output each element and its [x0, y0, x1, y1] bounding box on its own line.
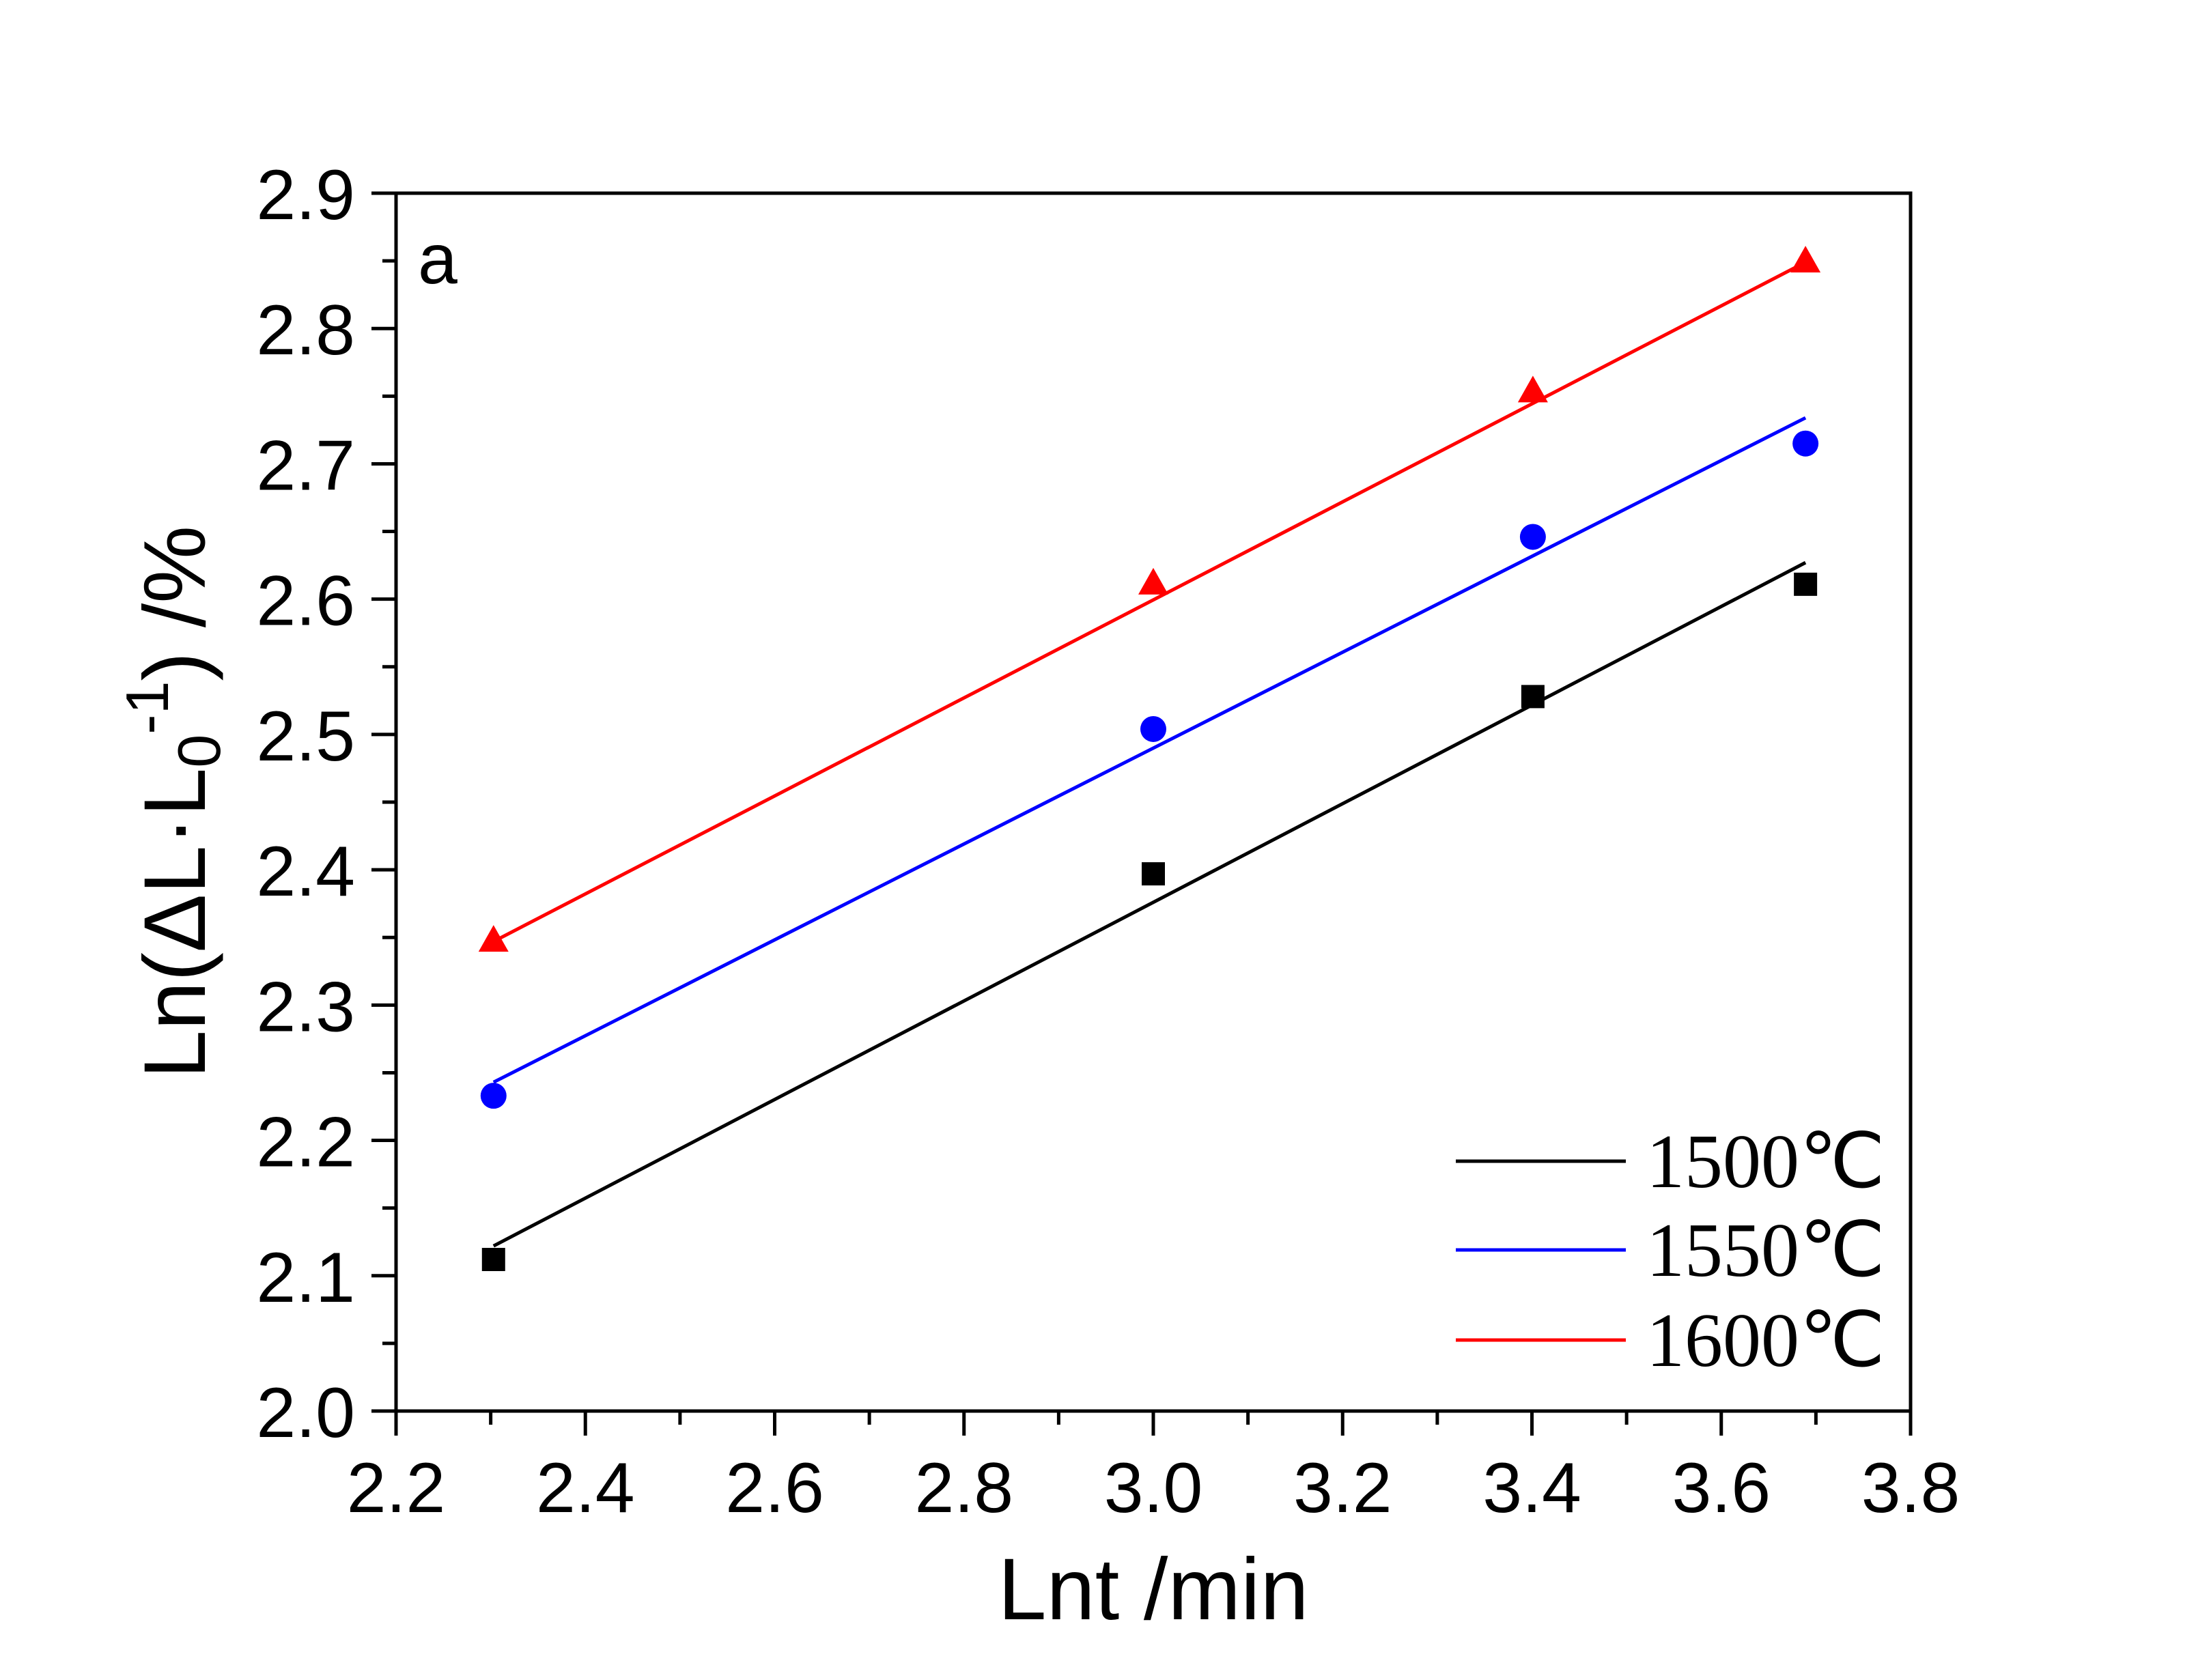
y-tick-label: 2.1: [256, 1238, 355, 1318]
y-tick-label: 2.9: [256, 156, 355, 235]
plot-frame: [394, 191, 1913, 1413]
fit-line: [492, 416, 1807, 1084]
y-tick-label: 2.2: [256, 1103, 355, 1182]
circle-marker: [1519, 524, 1546, 550]
circle-marker: [1792, 430, 1819, 457]
x-tick-label: 2.6: [725, 1449, 824, 1528]
y-tick-label: 2.6: [256, 562, 355, 641]
circle-marker: [480, 1083, 507, 1109]
triangle-marker: [478, 925, 509, 952]
ticks-layer: 2.2 2.4 2.6 2.8 3.0 3.2 3.4 3.6 3.8 2.0 2.1 2.2 2.3 2…: [256, 156, 1960, 1528]
x-axis-title: Lnt /min: [998, 1541, 1308, 1638]
x-tick-label: 2.8: [914, 1449, 1013, 1528]
triangle-marker: [1138, 567, 1168, 595]
y-tick-label: 2.0: [256, 1373, 355, 1453]
legend-label: 1550℃: [1646, 1208, 1885, 1293]
x-tick-label: 2.2: [347, 1449, 446, 1528]
y-tick-label: 2.4: [256, 832, 355, 911]
panel-label: a: [418, 220, 458, 299]
legend-label: 1600℃: [1646, 1298, 1885, 1383]
square-marker: [481, 1247, 505, 1271]
x-tick-label: 3.0: [1104, 1449, 1203, 1528]
circle-marker: [1140, 715, 1166, 742]
fit-line: [492, 260, 1807, 943]
y-tick-label: 2.3: [256, 967, 355, 1047]
y-tick-label: 2.8: [256, 291, 355, 370]
square-marker: [1794, 572, 1818, 596]
legend-label: 1500℃: [1646, 1120, 1885, 1204]
x-tick-label: 3.8: [1861, 1449, 1960, 1528]
y-tick-label: 2.5: [256, 697, 355, 776]
triangle-marker: [1790, 246, 1821, 273]
x-tick-label: 3.6: [1672, 1449, 1771, 1528]
y-tick-label: 2.7: [256, 426, 355, 505]
square-marker: [1521, 685, 1545, 709]
fit-lines: [492, 260, 1807, 1248]
data-points: [478, 246, 1821, 1271]
fit-line: [492, 560, 1807, 1248]
x-tick-label: 3.4: [1482, 1449, 1581, 1528]
triangle-marker: [1517, 375, 1548, 403]
x-tick-label: 3.2: [1293, 1449, 1392, 1528]
y-axis-title: Ln(ΔL·L0-1) /%: [113, 526, 233, 1079]
square-marker: [1142, 862, 1165, 886]
x-tick-label: 2.4: [536, 1449, 635, 1528]
